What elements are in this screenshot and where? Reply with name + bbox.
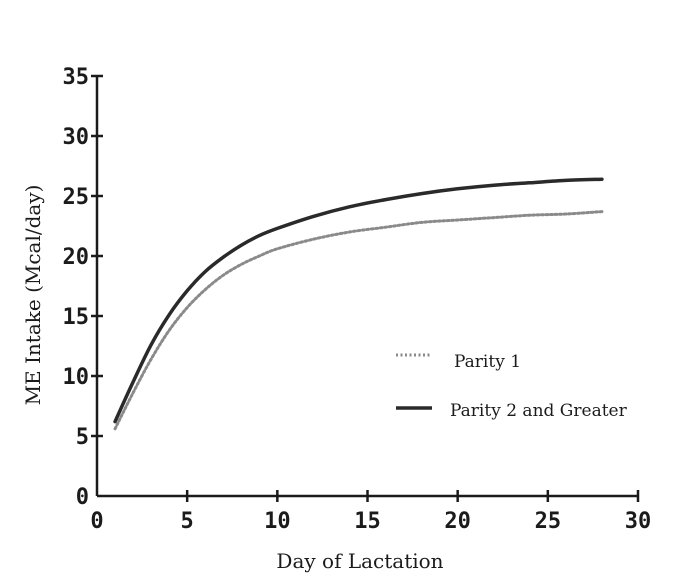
x-tick-label: 25 <box>535 509 562 534</box>
series-line-parity-1 <box>113 210 604 431</box>
x-axis-ticks: 0 5 10 15 20 25 30 <box>90 490 651 534</box>
y-tick-label: 0 <box>76 485 89 510</box>
series-lines <box>113 177 604 431</box>
y-axis-ticks: 0 5 10 15 20 25 30 35 <box>63 65 103 510</box>
y-tick-label: 25 <box>63 185 90 210</box>
x-tick-label: 10 <box>264 509 291 534</box>
y-tick-label: 30 <box>63 125 90 150</box>
y-tick-label: 20 <box>63 245 90 270</box>
legend-label-parity-1: Parity 1 <box>454 352 521 372</box>
x-axis-title: Day of Lactation <box>276 549 443 573</box>
y-tick-label: 5 <box>76 425 89 450</box>
legend: Parity 1 Parity 2 and Greater <box>396 352 628 421</box>
series-line-parity-2-and-greater <box>113 177 604 424</box>
legend-label-parity-2-and-greater: Parity 2 and Greater <box>450 401 628 421</box>
x-tick-label: 20 <box>444 509 471 534</box>
y-tick-label: 10 <box>63 365 90 390</box>
axes <box>95 76 638 498</box>
x-tick-label: 15 <box>354 509 381 534</box>
x-tick-label: 0 <box>90 509 103 534</box>
y-axis-title: ME Intake (Mcal/day) <box>21 185 45 406</box>
y-tick-label: 15 <box>63 305 90 330</box>
y-tick-label: 35 <box>63 65 90 90</box>
x-tick-label: 5 <box>181 509 194 534</box>
x-tick-label: 30 <box>625 509 652 534</box>
